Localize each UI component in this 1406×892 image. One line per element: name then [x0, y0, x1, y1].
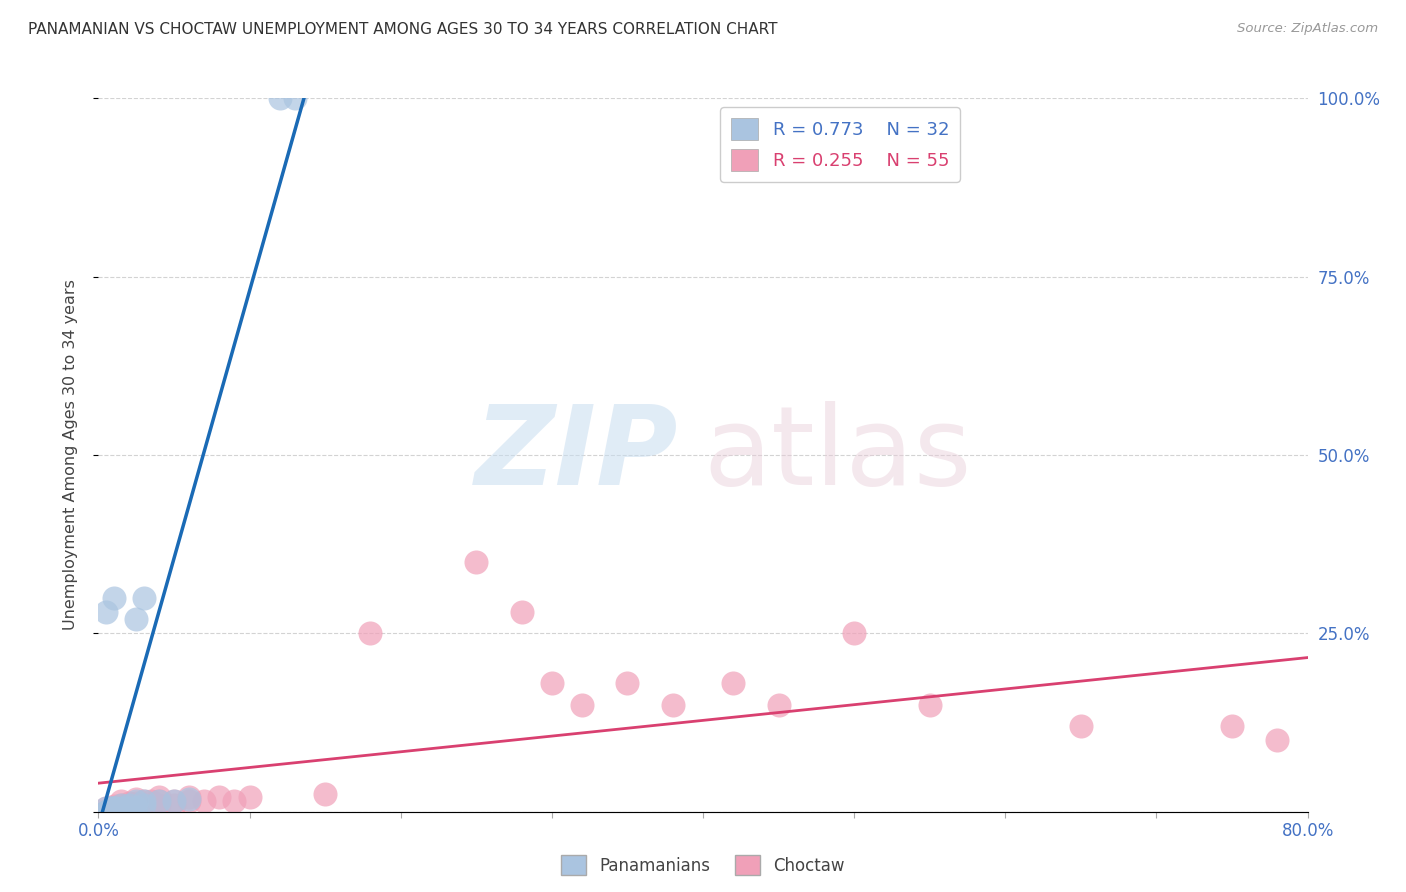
Point: [360, 626, 382, 640]
Point: [125, 612, 148, 626]
Point: [94, 805, 117, 819]
Point: [100, 801, 122, 815]
Point: [148, 797, 170, 812]
Point: [100, 801, 122, 815]
Point: [118, 796, 141, 810]
Point: [163, 797, 186, 812]
Point: [94, 801, 117, 815]
Point: [918, 698, 941, 712]
Point: [105, 805, 128, 819]
Point: [844, 626, 866, 640]
Point: [269, 91, 291, 105]
Point: [208, 790, 231, 805]
Point: [1267, 733, 1289, 747]
Point: [768, 698, 790, 712]
Point: [100, 805, 122, 819]
Text: atlas: atlas: [703, 401, 972, 508]
Point: [723, 676, 745, 690]
Point: [284, 91, 307, 105]
Point: [125, 792, 148, 806]
Point: [163, 794, 186, 808]
Point: [465, 555, 488, 569]
Point: [100, 801, 122, 815]
Point: [103, 801, 125, 815]
Point: [179, 790, 201, 805]
Point: [118, 797, 141, 812]
Text: Source: ZipAtlas.com: Source: ZipAtlas.com: [1237, 22, 1378, 36]
Point: [616, 676, 638, 690]
Point: [103, 801, 125, 815]
Point: [239, 790, 262, 805]
Point: [662, 698, 685, 712]
Point: [103, 805, 125, 819]
Point: [103, 799, 125, 814]
Point: [118, 799, 141, 814]
Point: [125, 801, 148, 815]
Point: [105, 801, 128, 815]
Point: [94, 805, 117, 819]
Point: [100, 805, 122, 819]
Point: [540, 676, 562, 690]
Text: PANAMANIAN VS CHOCTAW UNEMPLOYMENT AMONG AGES 30 TO 34 YEARS CORRELATION CHART: PANAMANIAN VS CHOCTAW UNEMPLOYMENT AMONG…: [28, 22, 778, 37]
Point: [110, 805, 132, 819]
Point: [94, 805, 117, 819]
Point: [110, 797, 132, 812]
Point: [103, 591, 125, 605]
Point: [118, 801, 141, 815]
Point: [94, 805, 117, 819]
Point: [314, 787, 336, 801]
Point: [105, 801, 128, 815]
Point: [132, 794, 155, 808]
Point: [141, 797, 163, 812]
Point: [114, 799, 136, 814]
Point: [118, 801, 141, 815]
Point: [571, 698, 593, 712]
Point: [125, 794, 148, 808]
Point: [94, 801, 117, 815]
Point: [94, 605, 117, 619]
Point: [163, 794, 186, 808]
Y-axis label: Unemployment Among Ages 30 to 34 years: Unemployment Among Ages 30 to 34 years: [63, 279, 77, 631]
Point: [1070, 719, 1092, 733]
Point: [103, 805, 125, 819]
Point: [510, 605, 533, 619]
Point: [103, 805, 125, 819]
Point: [148, 794, 170, 808]
Point: [141, 794, 163, 808]
Point: [110, 797, 132, 812]
Point: [132, 797, 155, 812]
Point: [105, 805, 128, 819]
Point: [103, 801, 125, 815]
Point: [179, 794, 201, 808]
Point: [193, 794, 215, 808]
Point: [125, 801, 148, 815]
Text: ZIP: ZIP: [475, 401, 679, 508]
Point: [141, 801, 163, 815]
Point: [132, 797, 155, 812]
Point: [179, 792, 201, 806]
Point: [110, 801, 132, 815]
Point: [114, 801, 136, 815]
Point: [1220, 719, 1243, 733]
Point: [132, 591, 155, 605]
Point: [125, 799, 148, 814]
Point: [132, 801, 155, 815]
Point: [125, 796, 148, 810]
Legend: Panamanians, Choctaw: Panamanians, Choctaw: [554, 848, 852, 882]
Point: [224, 794, 246, 808]
Point: [148, 794, 170, 808]
Point: [114, 801, 136, 815]
Point: [148, 790, 170, 805]
Point: [132, 794, 155, 808]
Point: [94, 805, 117, 819]
Point: [110, 794, 132, 808]
Point: [110, 801, 132, 815]
Point: [110, 805, 132, 819]
